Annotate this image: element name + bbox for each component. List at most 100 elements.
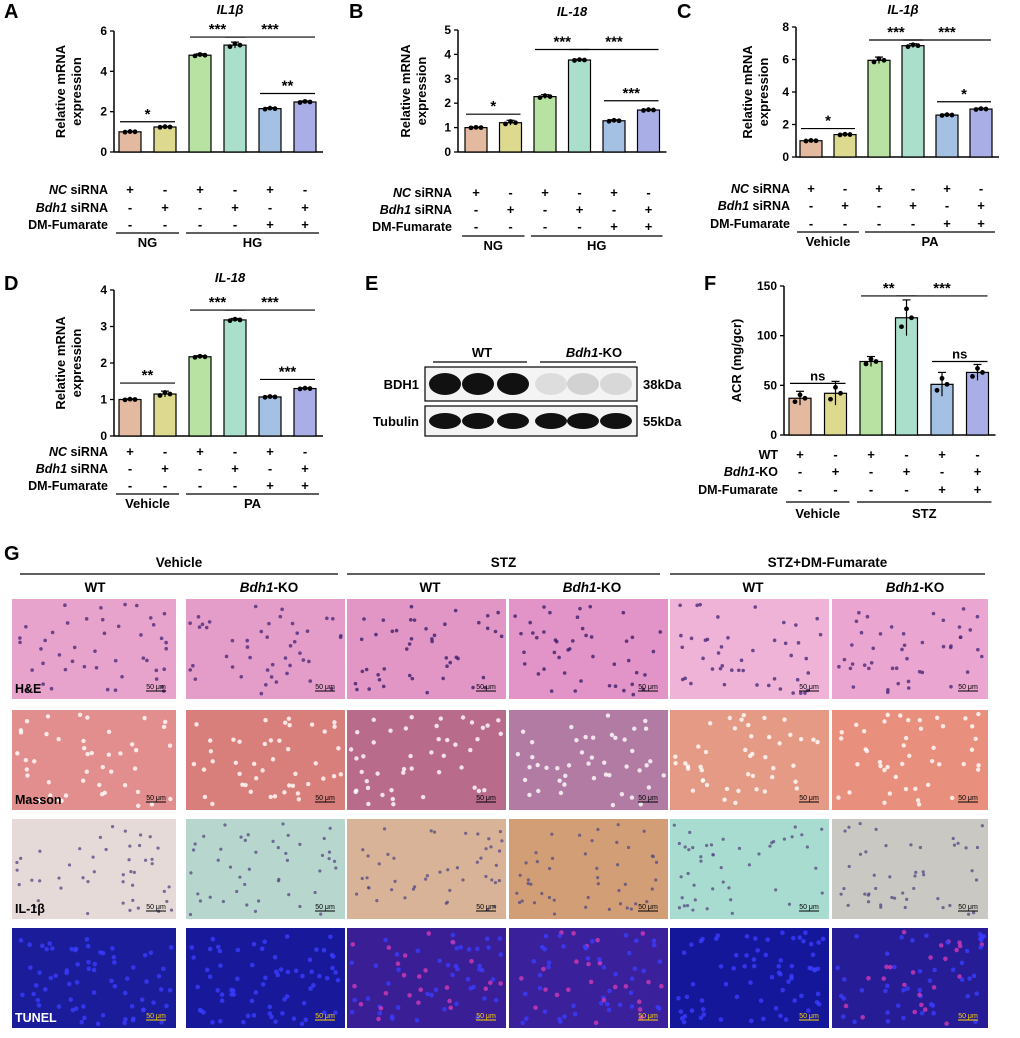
band-label: BDH1 [384, 377, 419, 392]
data-point [910, 42, 916, 48]
scale-bar-label: 50 μm [315, 904, 335, 911]
chart-title: IL-18 [215, 270, 246, 285]
y-tick-label: 0 [770, 428, 777, 442]
y-tick-label: 4 [100, 64, 107, 78]
significance-label: * [145, 106, 151, 123]
data-point [939, 113, 945, 118]
wt-label: WT [472, 345, 492, 360]
data-point [503, 121, 508, 127]
significance-label: *** [279, 363, 297, 380]
condition-sign: - [979, 181, 983, 196]
condition-sign: + [301, 217, 309, 232]
condition-label: DM-Fumarate [698, 483, 778, 497]
y-tick-label: 0 [100, 429, 107, 443]
data-point [132, 397, 138, 402]
significance-label: *** [261, 21, 279, 38]
scale-bar-label: 50 μm [958, 684, 978, 691]
micrograph [186, 599, 345, 699]
data-point [797, 392, 803, 398]
bar [223, 319, 247, 437]
data-point [478, 125, 484, 130]
condition-label: NC siRNA [49, 183, 108, 197]
y-tick-label: 1 [100, 393, 107, 407]
group-label: Vehicle [806, 234, 851, 249]
condition-sign: + [832, 464, 840, 479]
data-point [157, 393, 163, 398]
condition-sign: + [610, 219, 618, 234]
scale-bar-label: 50 μm [315, 1013, 335, 1020]
condition-label: NC siRNA [731, 182, 790, 196]
condition-sign: + [541, 185, 549, 200]
significance-label: ** [142, 367, 154, 384]
condition-sign: - [798, 464, 802, 479]
scale-bar-label: 50 μm [476, 1013, 496, 1020]
micrograph [509, 599, 668, 699]
y-tick-label: 50 [764, 378, 778, 392]
condition-sign: - [128, 217, 132, 232]
data-point [899, 324, 904, 330]
condition-sign: + [909, 198, 917, 213]
condition-sign: - [303, 444, 307, 459]
condition-sign: + [938, 482, 946, 497]
condition-label: DM-Fumarate [28, 218, 108, 232]
data-point [641, 107, 646, 113]
scale-bar-label: 50 μm [799, 795, 819, 802]
condition-sign: + [472, 185, 480, 200]
condition-sign: - [833, 447, 837, 462]
band-kda: 55kDa [643, 414, 682, 429]
data-point [980, 370, 985, 375]
data-point [127, 396, 133, 402]
scale-bar-label: 50 μm [799, 1013, 819, 1020]
group-label: NG [484, 238, 504, 253]
micrograph [186, 819, 345, 919]
significance-label: *** [261, 294, 279, 311]
data-point [227, 44, 233, 50]
data-point [232, 41, 238, 47]
data-point [909, 315, 914, 321]
condition-sign: + [977, 198, 985, 213]
data-point [802, 395, 808, 401]
blot-band [567, 413, 599, 429]
svg-text:Relative mRNA: Relative mRNA [740, 45, 755, 139]
bar [602, 120, 626, 153]
condition-sign: + [645, 202, 653, 217]
significance-label: *** [553, 34, 571, 51]
data-point [157, 124, 163, 130]
condition-sign: + [610, 185, 618, 200]
scale-bar-label: 50 μm [638, 1013, 658, 1020]
group-label: HG [587, 238, 607, 253]
data-point [975, 366, 980, 371]
y-axis-label: Relative mRNA expression [53, 316, 84, 410]
bar [223, 44, 247, 153]
group-label: PA [244, 496, 262, 511]
bar [188, 54, 212, 153]
condition-label: Bdh1 siRNA [36, 462, 108, 476]
data-point [197, 353, 203, 359]
micrograph [347, 599, 506, 699]
data-point [871, 59, 877, 65]
micrograph [509, 710, 668, 810]
y-tick-label: 100 [757, 329, 777, 343]
condition-label: Bdh1 siRNA [380, 203, 452, 217]
significance-label: *** [933, 280, 951, 297]
y-tick-label: 2 [100, 356, 107, 370]
data-point [227, 318, 233, 324]
condition-sign: + [196, 182, 204, 197]
svg-text:Relative mRNA: Relative mRNA [53, 316, 68, 410]
data-point [646, 107, 651, 113]
scale-bar-label: 50 μm [315, 795, 335, 802]
data-point [905, 44, 911, 50]
significance-label: *** [209, 21, 227, 38]
y-tick-label: 1 [444, 121, 451, 135]
blot-band [429, 413, 461, 429]
data-point [868, 356, 874, 362]
bar [567, 59, 592, 153]
genotype-header: Bdh1-KO [563, 580, 622, 595]
blot-band [535, 413, 567, 429]
data-point [132, 129, 138, 135]
bar [153, 393, 177, 437]
condition-sign: + [126, 182, 134, 197]
